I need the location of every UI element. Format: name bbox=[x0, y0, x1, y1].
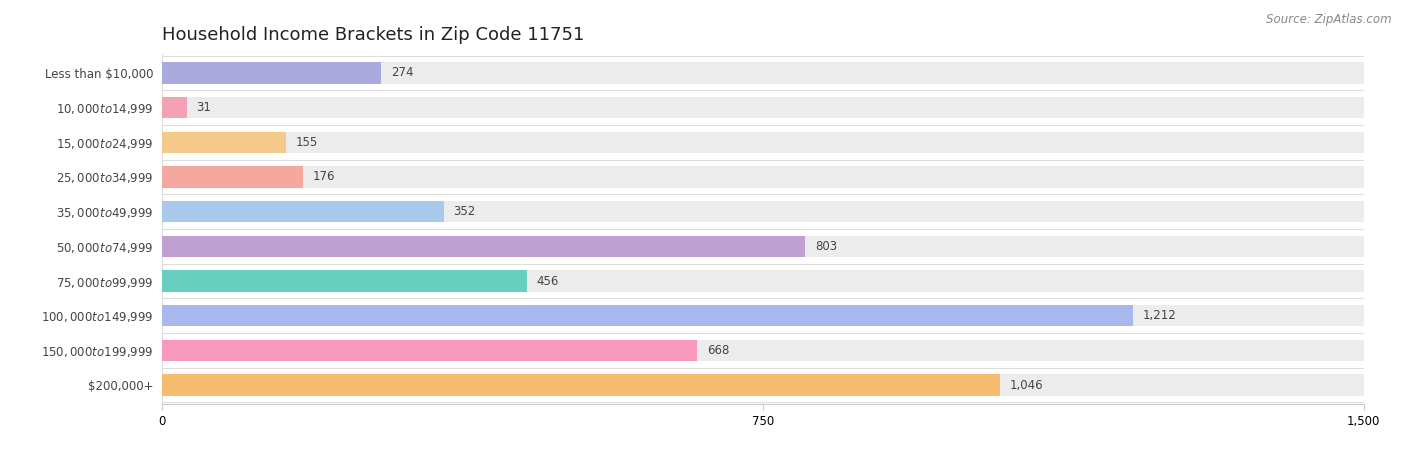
Bar bbox=[162, 62, 1364, 84]
Text: Source: ZipAtlas.com: Source: ZipAtlas.com bbox=[1267, 13, 1392, 26]
Bar bbox=[162, 270, 1364, 292]
Text: 668: 668 bbox=[707, 344, 730, 357]
Text: Household Income Brackets in Zip Code 11751: Household Income Brackets in Zip Code 11… bbox=[162, 26, 583, 44]
Text: 1,212: 1,212 bbox=[1143, 309, 1177, 322]
Bar bbox=[162, 305, 1133, 326]
Text: 274: 274 bbox=[391, 66, 413, 79]
Bar bbox=[162, 374, 1364, 396]
Bar bbox=[162, 166, 1364, 188]
Text: 155: 155 bbox=[295, 136, 318, 149]
Bar bbox=[162, 305, 1364, 326]
Bar bbox=[162, 374, 1000, 396]
Bar bbox=[162, 339, 697, 361]
Text: 456: 456 bbox=[537, 274, 560, 287]
Bar bbox=[162, 132, 1364, 153]
Text: 176: 176 bbox=[312, 171, 335, 184]
Bar bbox=[162, 201, 1364, 222]
Bar bbox=[162, 339, 1364, 361]
Bar bbox=[162, 132, 285, 153]
Bar bbox=[162, 270, 527, 292]
Bar bbox=[162, 201, 444, 222]
Bar bbox=[162, 166, 302, 188]
Bar bbox=[162, 97, 1364, 119]
Text: 352: 352 bbox=[453, 205, 475, 218]
Text: 31: 31 bbox=[197, 101, 211, 114]
Bar bbox=[162, 236, 1364, 257]
Bar bbox=[162, 62, 381, 84]
Bar bbox=[162, 236, 806, 257]
Text: 1,046: 1,046 bbox=[1010, 379, 1043, 392]
Text: 803: 803 bbox=[815, 240, 837, 253]
Bar bbox=[162, 97, 187, 119]
